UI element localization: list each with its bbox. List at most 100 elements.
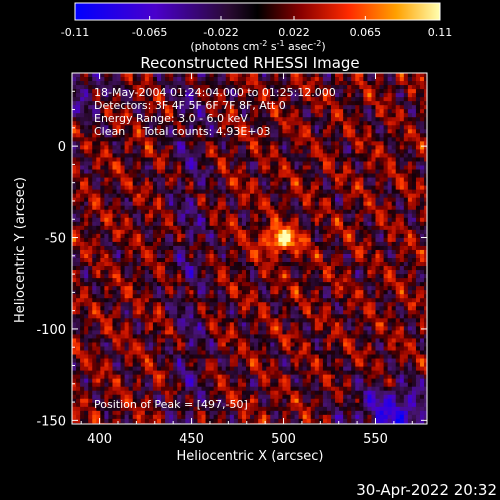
heatmap-cell	[351, 133, 356, 138]
heatmap-cell	[80, 237, 85, 243]
heatmap-cell	[355, 113, 360, 118]
heatmap-cell	[318, 258, 324, 263]
heatmap-cell	[335, 141, 340, 146]
heatmap-cell	[282, 185, 288, 191]
heatmap-cell	[403, 77, 409, 82]
heatmap-cell	[221, 173, 227, 179]
heatmap-cell	[96, 274, 101, 279]
heatmap-cell	[395, 237, 401, 243]
heatmap-cell	[290, 241, 296, 247]
heatmap-cell	[371, 157, 377, 163]
heatmap-cell	[88, 93, 93, 98]
heatmap-cell	[229, 109, 235, 114]
heatmap-cell	[347, 181, 352, 187]
heatmap-cell	[225, 129, 231, 134]
heatmap-cell	[169, 189, 174, 195]
heatmap-cell	[258, 258, 263, 263]
heatmap-cell	[189, 121, 194, 126]
heatmap-cell	[92, 81, 97, 86]
heatmap-cell	[270, 97, 275, 102]
heatmap-cell	[403, 193, 409, 199]
heatmap-cell	[290, 217, 296, 223]
heatmap-cell	[108, 133, 114, 138]
heatmap-cell	[225, 105, 231, 110]
heatmap-cell	[165, 241, 170, 247]
heatmap-cell	[197, 169, 203, 175]
heatmap-cell	[310, 209, 316, 215]
heatmap-cell	[136, 205, 142, 211]
heatmap-cell	[237, 129, 243, 134]
heatmap-cell	[100, 249, 105, 255]
heatmap-cell	[112, 229, 118, 235]
heatmap-cell	[274, 89, 279, 94]
heatmap-cell	[241, 173, 247, 179]
heatmap-cell	[152, 185, 158, 191]
heatmap-cell	[229, 258, 235, 263]
heatmap-cell	[322, 113, 328, 118]
heatmap-cell	[148, 270, 154, 275]
heatmap-cell	[237, 237, 243, 243]
heatmap-cell	[185, 157, 190, 163]
heatmap-cell	[80, 161, 85, 167]
heatmap-cell	[298, 81, 304, 86]
heatmap-cell	[173, 101, 178, 106]
heatmap-cell	[415, 137, 421, 142]
heatmap-cell	[355, 161, 360, 167]
heatmap-cell	[76, 282, 81, 287]
heatmap-cell	[262, 153, 267, 159]
heatmap-cell	[375, 209, 381, 215]
heatmap-cell	[286, 173, 292, 179]
heatmap-cell	[274, 262, 279, 267]
heatmap-cell	[96, 97, 101, 102]
heatmap-cell	[233, 258, 239, 263]
heatmap-cell	[201, 97, 207, 102]
heatmap-cell	[76, 173, 81, 179]
heatmap-cell	[278, 201, 284, 207]
heatmap-cell	[262, 177, 267, 183]
heatmap-cell	[363, 181, 369, 187]
heatmap-cell	[108, 97, 114, 102]
heatmap-cell	[92, 286, 97, 291]
heatmap-cell	[420, 241, 425, 247]
heatmap-cell	[197, 233, 203, 239]
heatmap-cell	[407, 125, 413, 130]
heatmap-cell	[108, 105, 114, 110]
heatmap-cell	[120, 133, 126, 138]
heatmap-cell	[403, 133, 409, 138]
heatmap-cell	[104, 169, 110, 175]
heatmap-cell	[270, 77, 275, 82]
heatmap-cell	[403, 125, 409, 130]
heatmap-cell	[420, 133, 425, 138]
heatmap-cell	[294, 109, 300, 114]
heatmap-cell	[403, 229, 409, 235]
heatmap-cell	[112, 262, 118, 267]
heatmap-cell	[88, 121, 93, 126]
heatmap-cell	[420, 161, 425, 167]
heatmap-cell	[330, 253, 336, 259]
heatmap-cell	[124, 77, 130, 82]
heatmap-cell	[302, 245, 308, 251]
heatmap-cell	[355, 189, 360, 195]
heatmap-cell	[387, 145, 393, 151]
heatmap-cell	[351, 241, 356, 247]
heatmap-cell	[104, 117, 110, 122]
heatmap-cell	[395, 253, 401, 259]
heatmap-cell	[428, 89, 433, 94]
heatmap-cell	[100, 137, 105, 142]
heatmap-cell	[72, 105, 77, 110]
heatmap-cell	[169, 109, 174, 114]
heatmap-cell	[407, 237, 413, 243]
heatmap-cell	[424, 225, 427, 231]
heatmap-cell	[241, 97, 247, 102]
heatmap-cell	[100, 266, 105, 271]
heatmap-cell	[96, 221, 101, 227]
heatmap-cell	[343, 197, 348, 203]
heatmap-cell	[302, 258, 308, 263]
heatmap-cell	[347, 141, 352, 146]
heatmap-cell	[399, 258, 405, 263]
heatmap-cell	[173, 85, 178, 90]
heatmap-cell	[379, 157, 385, 163]
heatmap-cell	[250, 225, 255, 231]
heatmap-cell	[254, 137, 259, 142]
heatmap-cell	[165, 294, 170, 299]
